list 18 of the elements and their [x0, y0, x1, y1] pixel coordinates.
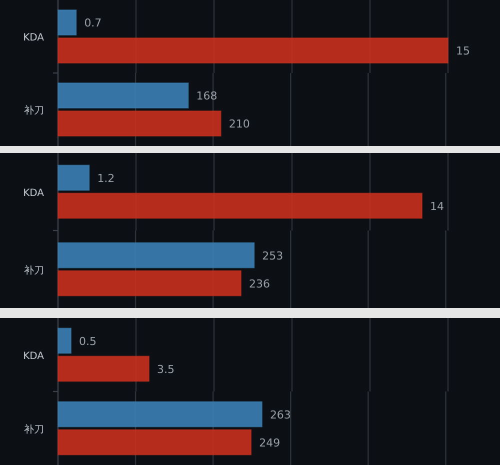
y-tick-label: KDA	[23, 350, 44, 362]
data-label: 0.5	[79, 334, 96, 348]
data-label: 1.2	[97, 172, 115, 185]
y-tick-label: 补刀	[24, 423, 44, 436]
data-label: 236	[249, 277, 270, 290]
data-label: 15	[456, 44, 470, 58]
y-tick-label: 补刀	[24, 104, 44, 116]
y-tick-label: KDA	[23, 188, 44, 199]
y-tick-label: KDA	[23, 32, 44, 44]
data-label: 0.7	[84, 16, 102, 30]
data-label: 210	[228, 118, 250, 130]
data-label: 3.5	[157, 362, 174, 376]
y-tick-label: 补刀	[24, 264, 44, 276]
data-label: 253	[262, 249, 284, 262]
data-label: 263	[270, 408, 291, 422]
data-label: 249	[259, 436, 280, 450]
data-label: 14	[430, 200, 444, 213]
data-label: 168	[196, 90, 218, 102]
